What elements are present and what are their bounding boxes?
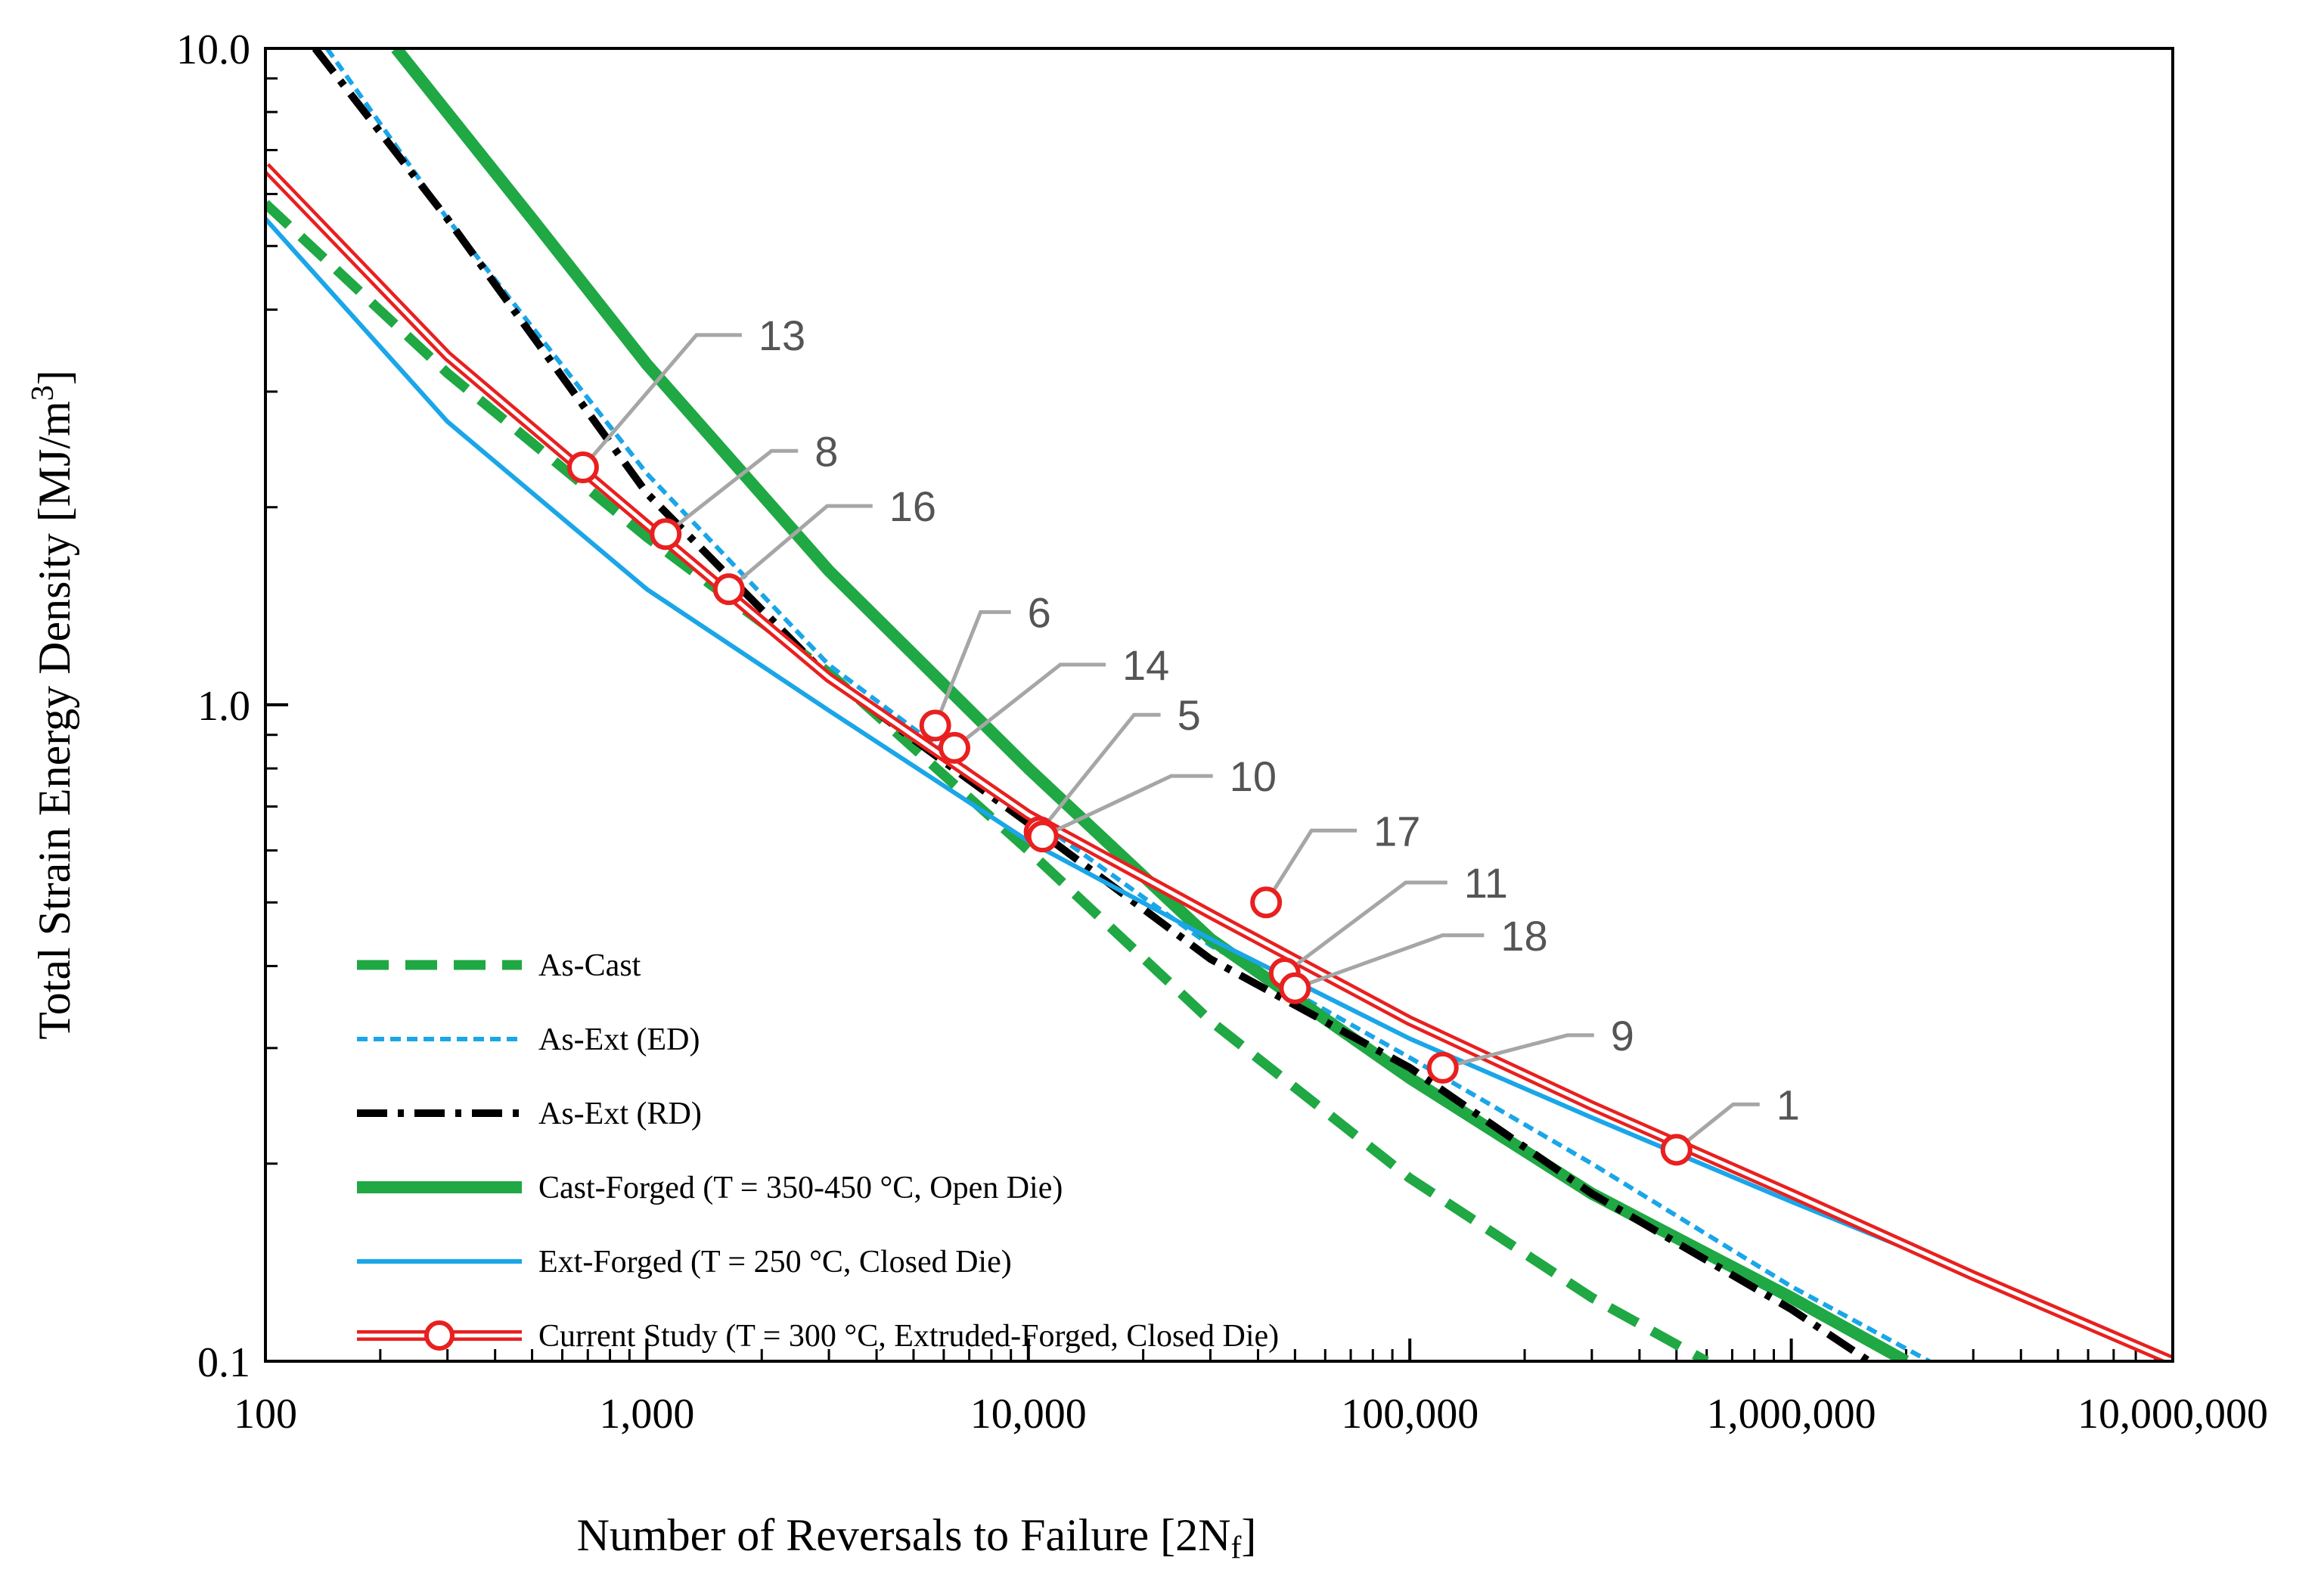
legend-item-as-cast: As-Cast <box>357 948 641 983</box>
callout-label-1: 1 <box>1776 1081 1800 1128</box>
callout-leader-13 <box>582 333 742 469</box>
series-layer <box>265 48 2173 1361</box>
major-ticks <box>264 47 2174 1363</box>
callout-leader-14 <box>953 662 1106 749</box>
data-points-layer <box>566 451 1693 1166</box>
x-tick-label: 1,000,000 <box>1707 1391 1876 1438</box>
legend-label-current-study: Current Study (T = 300 °C, Extruded-Forg… <box>538 1319 1279 1354</box>
legend-item-as-ext-ed: As-Ext (ED) <box>357 1022 700 1057</box>
series-line-as-ext-ed <box>324 48 1931 1361</box>
legend-item-ext-forged: Ext-Forged (T = 250 °C, Closed Die) <box>357 1245 1012 1280</box>
x-tick-label: 10,000 <box>970 1391 1087 1438</box>
callout-leader-1 <box>1675 1102 1760 1152</box>
legend: As-Cast As-Ext (ED) As-Ext (RD) Cast-For… <box>357 948 1279 1354</box>
y-tick-label: 1.0 <box>197 683 250 730</box>
callout-leader-8 <box>664 448 799 536</box>
y-axis-title: Total Strain Energy Density [MJ/m3] <box>26 370 79 1040</box>
callout-leader-16 <box>728 504 873 591</box>
x-tick-label: 100,000 <box>1341 1391 1478 1438</box>
callout-leader-10 <box>1041 774 1213 839</box>
callout-leader-17 <box>1264 828 1357 904</box>
data-point-9 <box>1426 1051 1459 1084</box>
legend-label-as-cast: As-Cast <box>538 948 641 983</box>
callout-leader-5 <box>1038 712 1161 833</box>
data-point-18 <box>1279 972 1311 1004</box>
callout-label-9: 9 <box>1611 1012 1634 1059</box>
y-tick-label: 0.1 <box>197 1339 250 1386</box>
callout-label-16: 16 <box>889 482 936 530</box>
data-point-16 <box>712 573 745 606</box>
data-point-17 <box>1250 886 1283 919</box>
callout-leader-6 <box>933 610 1011 727</box>
callout-leader-18 <box>1294 933 1485 991</box>
x-tick-label: 10,000,000 <box>2077 1391 2268 1438</box>
legend-item-as-ext-rd: As-Ext (RD) <box>357 1097 702 1131</box>
x-axis-title: Number of Reversals to Failure [2Nf] <box>577 1510 1257 1565</box>
legend-label-cast-forged: Cast-Forged (T = 350-450 °C, Open Die) <box>538 1171 1063 1205</box>
callout-label-5: 5 <box>1178 691 1201 739</box>
callout-leader-11 <box>1283 880 1447 975</box>
y-tick-label: 10.0 <box>176 26 250 73</box>
data-point-14 <box>939 731 971 764</box>
x-tick-labels: 100 1,000 10,000 100,000 1,000,000 10,000,000 <box>234 1391 2268 1438</box>
callout-label-10: 10 <box>1230 752 1277 800</box>
callout-label-6: 6 <box>1028 588 1051 636</box>
legend-label-as-ext-rd: As-Ext (RD) <box>538 1097 702 1131</box>
x-tick-label: 1,000 <box>599 1391 694 1438</box>
data-point-1 <box>1660 1134 1693 1166</box>
data-point-13 <box>566 451 599 484</box>
data-point-8 <box>650 518 682 551</box>
x-tick-label: 100 <box>234 1391 297 1438</box>
legend-swatch-current-study-marker <box>424 1320 455 1351</box>
callout-label-18: 18 <box>1500 912 1547 960</box>
callout-layer: 13 8 16 6 145 10 17 11 18 9 1 <box>582 312 1800 1152</box>
legend-item-current-study: Current Study (T = 300 °C, Extruded-Forg… <box>357 1319 1279 1354</box>
data-point-6 <box>919 709 951 742</box>
legend-item-cast-forged: Cast-Forged (T = 350-450 °C, Open Die) <box>357 1171 1063 1205</box>
callout-label-8: 8 <box>814 427 838 475</box>
data-point-10 <box>1026 821 1059 853</box>
callout-label-13: 13 <box>759 312 805 359</box>
series-line-as-cast <box>265 200 1709 1361</box>
y-tick-labels: 0.1 1.0 10.0 <box>176 26 250 1386</box>
callout-label-17: 17 <box>1373 807 1420 855</box>
legend-label-as-ext-ed: As-Ext (ED) <box>538 1022 700 1057</box>
callout-label-11: 11 <box>1464 859 1508 907</box>
legend-label-ext-forged: Ext-Forged (T = 250 °C, Closed Die) <box>538 1245 1012 1280</box>
callout-leader-9 <box>1442 1033 1594 1070</box>
callout-label-14: 14 <box>1122 641 1169 689</box>
minor-ticks <box>265 77 2157 1361</box>
series-line-cast-forged <box>391 48 1910 1361</box>
